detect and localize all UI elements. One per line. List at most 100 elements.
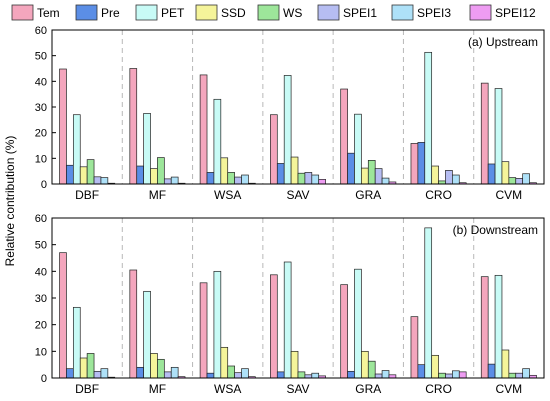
y-tick-label: 10 — [35, 153, 47, 165]
bar-ws-wsa — [227, 172, 235, 185]
bar-pre-cvm — [487, 163, 496, 185]
bar-tem-mf — [129, 68, 138, 185]
bar-ws-mf — [157, 157, 165, 185]
category-label: GRA — [355, 382, 381, 396]
bar-spei3-dbf — [100, 368, 109, 379]
legend-item-spei1: SPEI1 — [317, 4, 377, 21]
category-label: CRO — [425, 188, 452, 202]
bar-tem-gra — [340, 284, 348, 379]
bar-pet-sav — [283, 261, 292, 379]
legend-swatch — [135, 4, 158, 21]
bar-spei3-sav — [311, 372, 320, 379]
panel-upstream: 0 10 20 30 40 50 60 DBF MF WSA SAV GRA CRO CVM (a) Ups… — [35, 25, 545, 202]
bar-tem-cvm — [480, 82, 489, 185]
bar-pre-cvm — [487, 363, 496, 379]
bar-pet-wsa — [213, 98, 222, 185]
bar-ws-gra — [367, 360, 376, 379]
bar-pre-gra — [347, 370, 355, 379]
category-label: SAV — [286, 382, 309, 396]
bar-ws-gra — [367, 160, 376, 185]
bar-spei3-mf — [170, 366, 179, 379]
bar-ws-sav — [297, 371, 306, 379]
bar-pet-mf — [143, 290, 151, 379]
legend-item-tem: Tem — [11, 4, 60, 21]
legend-swatch — [195, 4, 218, 21]
bar-ssd-dbf — [79, 357, 88, 379]
bar-ssd-cvm — [501, 161, 510, 185]
y-tick-label: 20 — [35, 128, 47, 140]
legend-label: SPEI3 — [417, 6, 451, 20]
category-label: MF — [149, 188, 166, 202]
category-label: CVM — [496, 188, 523, 202]
legend-swatch — [257, 4, 280, 21]
y-tick-label: 60 — [35, 25, 47, 37]
bar-spei1-mf — [163, 371, 172, 379]
bar-spei3-sav — [311, 174, 320, 185]
category-label: SAV — [286, 188, 309, 202]
legend-label: SPEI1 — [343, 6, 377, 20]
y-tick-label: 30 — [35, 102, 47, 114]
bar-tem-cro — [410, 316, 419, 379]
bar-spei1-dbf — [93, 370, 102, 379]
bar-pre-gra — [347, 152, 355, 185]
y-tick-label: 40 — [35, 76, 47, 88]
bar-spei1-cro — [445, 373, 453, 379]
bar-ssd-mf — [150, 168, 158, 185]
bar-spei3-gra — [381, 177, 390, 185]
bar-ws-cro — [438, 372, 446, 379]
bar-spei3-dbf — [100, 177, 109, 185]
bar-ssd-cvm — [501, 349, 510, 379]
category-label: DBF — [75, 188, 99, 202]
y-axis-label: Relative contribution (%) — [3, 136, 17, 267]
bar-tem-mf — [129, 269, 138, 379]
legend-swatch — [469, 4, 492, 21]
bar-spei3-mf — [170, 176, 179, 185]
legend-label: Tem — [37, 6, 60, 20]
bar-spei3-gra — [381, 370, 390, 379]
bar-ssd-sav — [290, 156, 299, 185]
bar-ws-wsa — [227, 365, 235, 379]
legend-item-spei3: SPEI3 — [391, 4, 451, 21]
bar-pet-gra — [354, 268, 362, 379]
bar-pre-dbf — [66, 164, 74, 185]
bar-spei1-cvm — [515, 178, 524, 185]
bar-pet-mf — [143, 113, 151, 185]
bar-spei1-gra — [374, 168, 383, 185]
bar-ws-sav — [297, 172, 306, 185]
bar-pre-wsa — [206, 372, 215, 379]
category-label: DBF — [75, 382, 99, 396]
bar-ws-cvm — [508, 177, 517, 185]
bar-spei3-cro — [452, 370, 460, 379]
panel-title: (a) Upstream — [468, 35, 538, 49]
bar-spei1-cvm — [515, 372, 524, 379]
panel-title: (b) Downstream — [453, 223, 538, 237]
bar-pet-cvm — [494, 88, 503, 185]
legend-item-ssd: SSD — [195, 4, 246, 21]
legend-swatch — [317, 4, 340, 21]
legend-swatch — [75, 4, 98, 21]
bar-ssd-gra — [361, 167, 369, 185]
legend-swatch — [391, 4, 414, 21]
legend-label: PET — [161, 6, 185, 20]
y-tick-label: 30 — [35, 293, 47, 305]
bar-pre-cro — [417, 142, 426, 185]
bar-pre-dbf — [66, 368, 74, 379]
bar-pet-cro — [424, 227, 433, 379]
bar-ssd-cro — [431, 165, 439, 185]
bar-pre-sav — [276, 163, 285, 185]
legend-label: SSD — [221, 6, 246, 20]
category-label: WSA — [214, 188, 241, 202]
y-tick-label: 0 — [41, 179, 47, 191]
legend-label: Pre — [101, 6, 120, 20]
bar-ssd-wsa — [220, 346, 229, 379]
bar-tem-dbf — [59, 252, 67, 379]
bar-spei1-cro — [445, 170, 453, 185]
bar-ssd-sav — [290, 350, 299, 379]
bar-spei1-sav — [304, 172, 313, 185]
bar-spei12-sav — [318, 179, 326, 185]
bar-pet-gra — [354, 113, 362, 185]
bar-spei12-cro — [458, 371, 467, 379]
bar-pre-sav — [276, 371, 285, 379]
bar-tem-cro — [410, 143, 419, 185]
